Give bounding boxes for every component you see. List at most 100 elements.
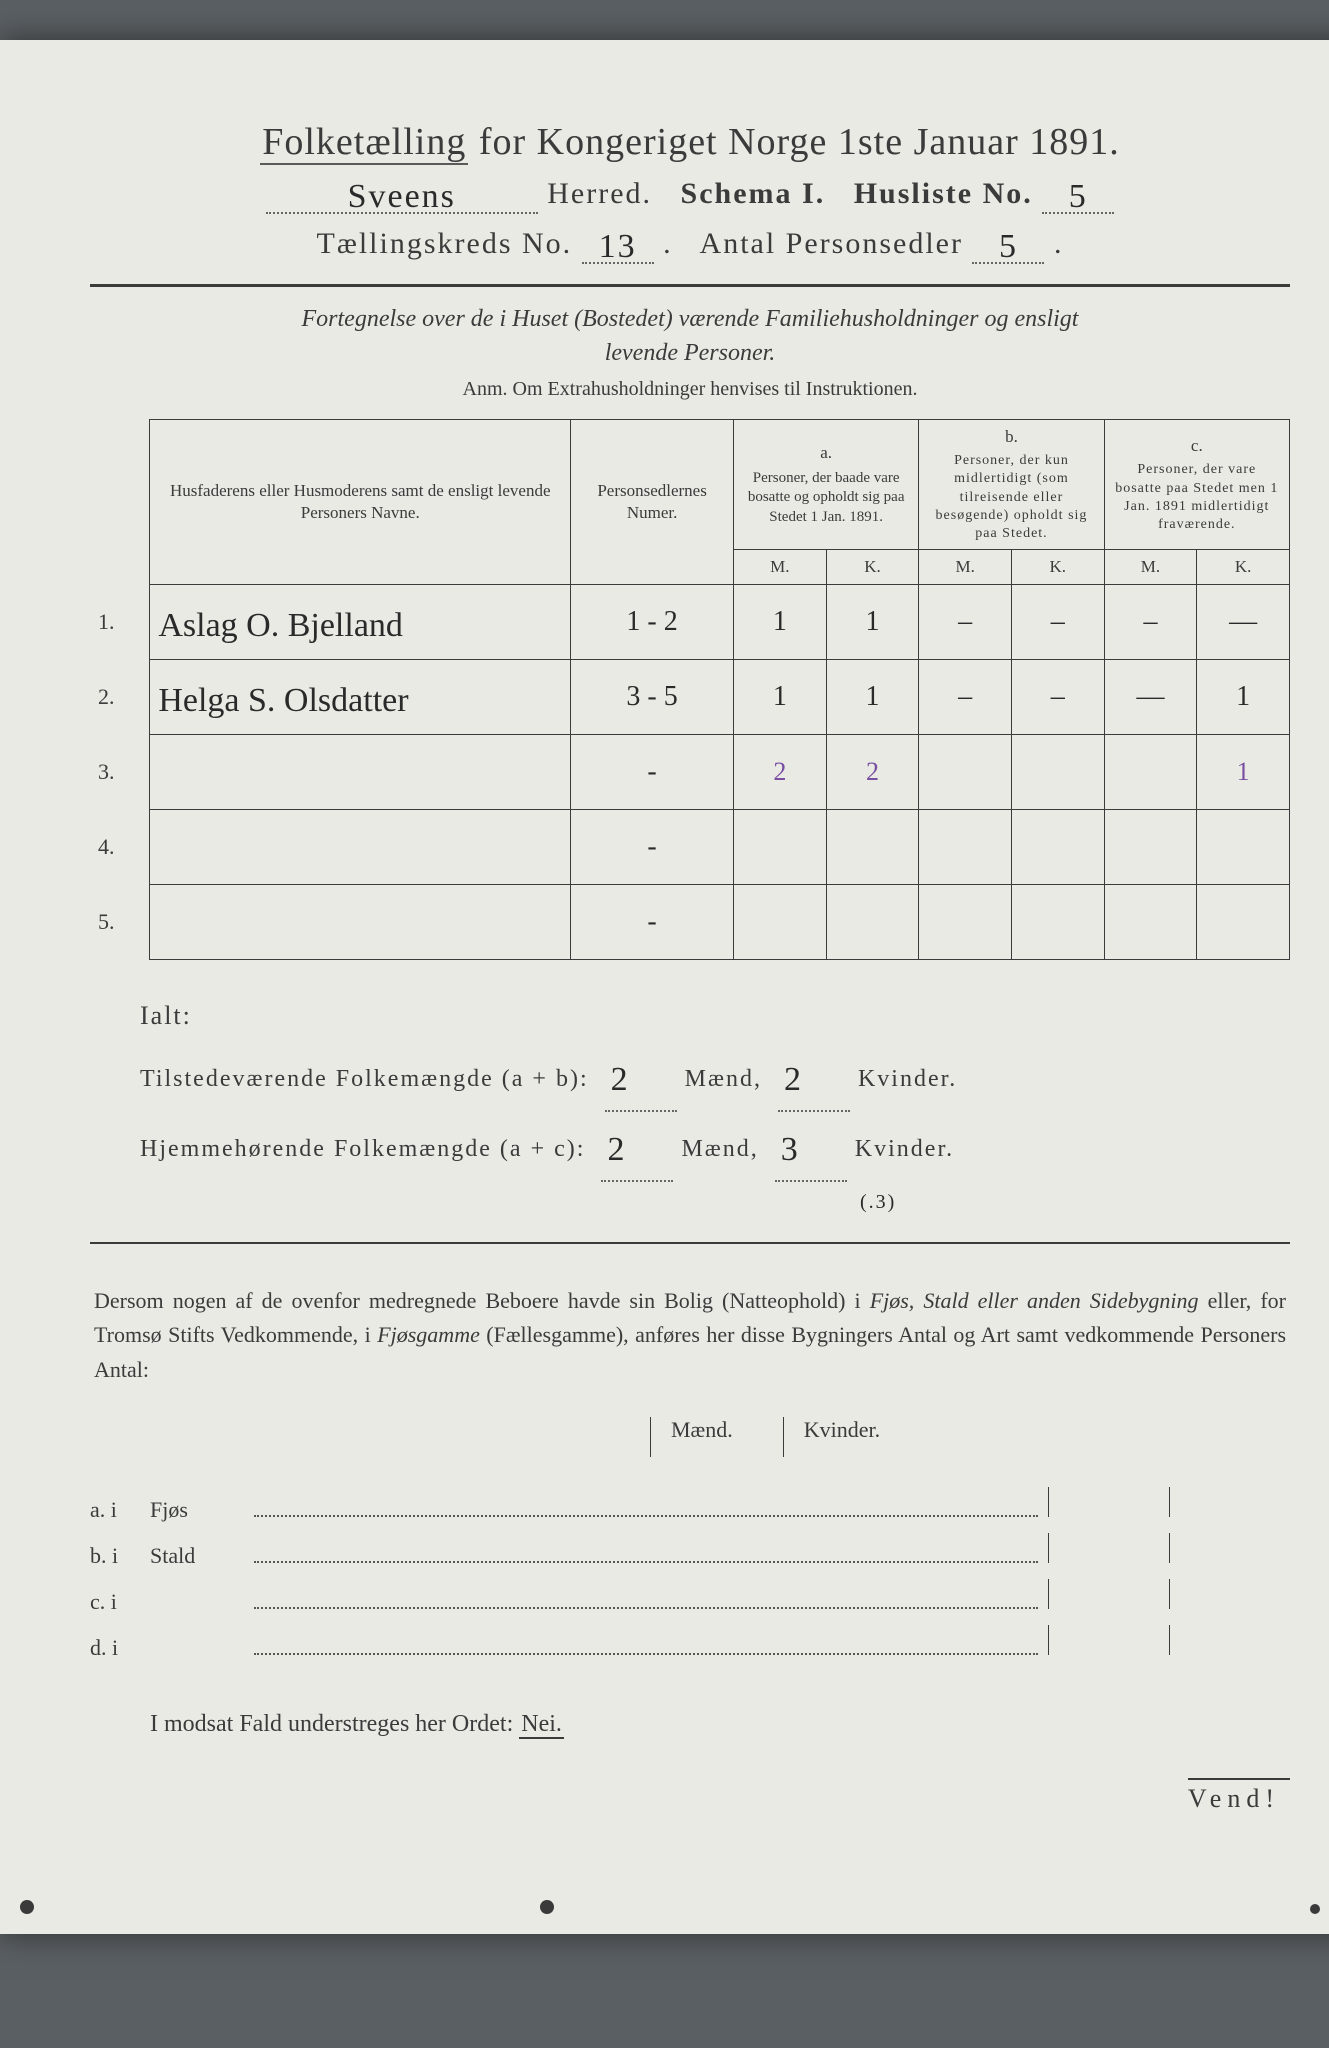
b-k: – — [1011, 660, 1104, 735]
bygn-tag: d. i — [90, 1635, 150, 1661]
mk-column-heads: Mænd. Kvinder. — [650, 1417, 1290, 1457]
b-m: – — [919, 585, 1012, 660]
husliste-value: 5 — [1069, 178, 1088, 215]
bygn-label: Stald — [150, 1543, 250, 1569]
num-cell: - — [571, 885, 734, 960]
bygn-k-col — [1169, 1625, 1290, 1655]
kreds-label: Tællingskreds No. — [317, 227, 573, 260]
name-cell: Helga S. Olsdatter — [150, 660, 571, 735]
personsedler-label: Antal Personsedler — [700, 227, 963, 260]
a-k — [826, 885, 919, 960]
bygn-m-col — [1048, 1579, 1169, 1609]
intro-line1: Fortegnelse over de i Huset (Bostedet) v… — [302, 306, 1079, 332]
col-c-k: K. — [1197, 550, 1290, 585]
sum1-m: 2 — [611, 1061, 630, 1098]
table-row: 4. - — [90, 810, 1290, 885]
col-b-k: K. — [1011, 550, 1104, 585]
bygning-list: a. iFjøs b. iStald c. i d. i — [90, 1487, 1290, 1661]
intro-text: Fortegnelse over de i Huset (Bostedet) v… — [120, 303, 1260, 370]
bygning-row: d. i — [90, 1625, 1290, 1661]
c-m — [1104, 885, 1197, 960]
bygning-row: c. i — [90, 1579, 1290, 1615]
b-k — [1011, 735, 1104, 810]
col-b-m: M. — [919, 550, 1012, 585]
kvinder-word-2: Kvinder. — [855, 1136, 954, 1162]
bygn-k-col — [1169, 1533, 1290, 1563]
title-year: 1891. — [1029, 121, 1120, 163]
a-m: 2 — [734, 735, 827, 810]
sum2-m: 2 — [607, 1131, 626, 1168]
name-cell — [150, 885, 571, 960]
anm-note: Anm. Om Extrahusholdninger henvises til … — [90, 378, 1290, 401]
header-line-3: Tællingskreds No. 13 . Antal Personsedle… — [90, 224, 1290, 264]
c-m — [1104, 810, 1197, 885]
dotted-line — [254, 1560, 1038, 1563]
table-row: 1.Aslag O. Bjelland1 - 211–––— — [90, 585, 1290, 660]
a-m — [734, 885, 827, 960]
table-row: 3.-221 — [90, 735, 1290, 810]
bygn-tag: c. i — [90, 1589, 150, 1615]
maend-word-2: Mænd, — [681, 1136, 758, 1162]
sum2-label: Hjemmehørende Folkemængde (a + c): — [140, 1125, 585, 1173]
row-number: 4. — [90, 810, 150, 885]
col-c-header: c. Personer, der vare bosatte paa Stedet… — [1104, 420, 1289, 550]
title-mid: for Kongeriget Norge 1ste Januar — [468, 121, 1029, 163]
nei-text: I modsat Fald understreges her Ordet: — [150, 1711, 519, 1737]
c-k — [1197, 810, 1290, 885]
b-k — [1011, 810, 1104, 885]
a-k: 1 — [826, 660, 919, 735]
dotted-line — [254, 1606, 1038, 1609]
c-m — [1104, 735, 1197, 810]
bygn-label: Fjøs — [150, 1497, 250, 1523]
name-cell — [150, 735, 571, 810]
a-k: 1 — [826, 585, 919, 660]
b-m — [919, 735, 1012, 810]
col-num-header: Personsedlernes Numer. — [571, 420, 734, 585]
c-m: — — [1104, 660, 1197, 735]
num-cell: 1 - 2 — [571, 585, 734, 660]
a-k: 2 — [826, 735, 919, 810]
a-m: 1 — [734, 660, 827, 735]
b-m — [919, 885, 1012, 960]
col-a-k: K. — [826, 550, 919, 585]
ialt-label: Ialt: — [140, 990, 1290, 1042]
bygning-row: b. iStald — [90, 1533, 1290, 1569]
b-m — [919, 810, 1012, 885]
aside-note: (.3) — [860, 1182, 1329, 1222]
intro-line2: levende Personer. — [605, 340, 776, 366]
bygn-tag: a. i — [90, 1497, 150, 1523]
c-k: 1 — [1197, 735, 1290, 810]
census-form-page: Folketælling for Kongeriget Norge 1ste J… — [0, 40, 1329, 1934]
ink-dot — [540, 1900, 554, 1914]
row-number: 3. — [90, 735, 150, 810]
num-cell: - — [571, 810, 734, 885]
bygn-m-col — [1048, 1487, 1169, 1517]
rule-2 — [90, 1242, 1290, 1244]
col-a-m: M. — [734, 550, 827, 585]
sum2-k: 3 — [781, 1131, 800, 1168]
sum1-k: 2 — [784, 1061, 803, 1098]
kreds-value: 13 — [599, 228, 637, 265]
name-cell — [150, 810, 571, 885]
col-c-m: M. — [1104, 550, 1197, 585]
num-cell: 3 - 5 — [571, 660, 734, 735]
bygn-m-col — [1048, 1533, 1169, 1563]
maend-word-1: Mænd, — [685, 1066, 762, 1092]
sum1-label: Tilstedeværende Folkemængde (a + b): — [140, 1055, 589, 1103]
col-a-header: a. Personer, der baade vare bosatte og o… — [734, 420, 919, 550]
bygn-k-col — [1169, 1579, 1290, 1609]
c-m: – — [1104, 585, 1197, 660]
vend-label: Vend! — [1188, 1778, 1290, 1814]
dotted-line — [254, 1514, 1038, 1517]
b-k — [1011, 885, 1104, 960]
table-row: 2.Helga S. Olsdatter3 - 511––—1 — [90, 660, 1290, 735]
summary-block: Ialt: Tilstedeværende Folkemængde (a + b… — [90, 990, 1290, 1222]
herred-label: Herred. — [547, 177, 652, 210]
b-k: – — [1011, 585, 1104, 660]
c-k — [1197, 885, 1290, 960]
name-cell: Aslag O. Bjelland — [150, 585, 571, 660]
row-number: 5. — [90, 885, 150, 960]
nei-word: Nei. — [519, 1711, 564, 1739]
nei-line: I modsat Fald understreges her Ordet: Ne… — [90, 1711, 1290, 1738]
dotted-line — [254, 1652, 1038, 1655]
